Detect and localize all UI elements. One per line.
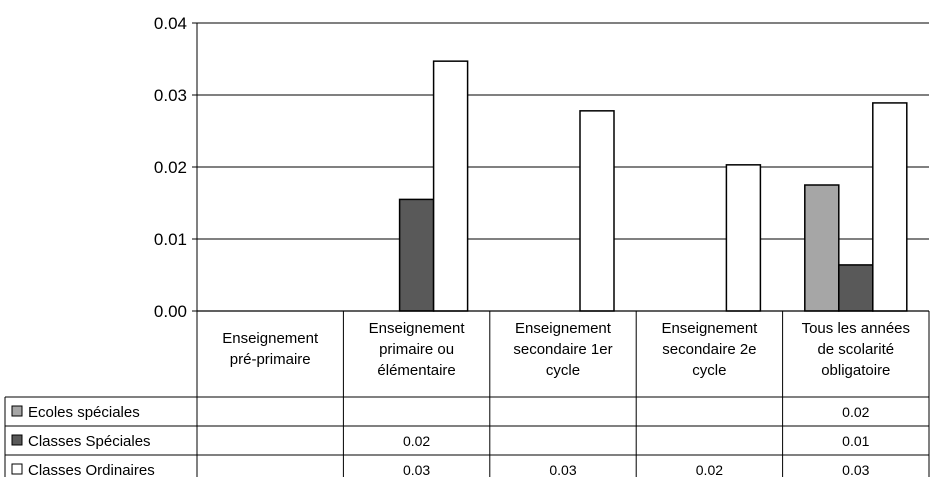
legend-label: Ecoles spéciales: [28, 404, 140, 421]
data-label: 0.03: [549, 462, 576, 477]
bar: [398, 198, 435, 312]
bar: [579, 110, 615, 312]
category-label: cycle: [692, 362, 726, 379]
category-label: secondaire 2e: [662, 341, 756, 358]
bar: [725, 164, 762, 312]
category-label: cycle: [546, 362, 580, 379]
legend-swatch: [11, 405, 23, 417]
category-label: primaire ou: [379, 341, 454, 358]
y-tick-label: 0.02: [154, 158, 187, 177]
legend-label: Classes Spéciales: [28, 433, 151, 450]
data-label: 0.03: [403, 462, 430, 477]
category-label: Enseignement: [222, 330, 319, 347]
y-tick-label: 0.04: [154, 14, 187, 33]
category-label: obligatoire: [821, 362, 890, 379]
category-label: élémentaire: [377, 362, 455, 379]
bar: [872, 102, 908, 312]
y-tick-label: 0.03: [154, 86, 187, 105]
legend-label: Classes Ordinaires: [28, 462, 155, 477]
data-label: 0.02: [842, 404, 869, 420]
category-label: Tous les années: [802, 320, 910, 337]
category-label: Enseignement: [515, 320, 612, 337]
data-label: 0.03: [842, 462, 869, 477]
legend-swatch: [11, 434, 23, 446]
data-label: 0.01: [842, 433, 869, 449]
y-tick-label: 0.01: [154, 230, 187, 249]
category-label: Enseignement: [369, 320, 466, 337]
category-label: de scolarité: [817, 341, 894, 358]
category-label: secondaire 1er: [513, 341, 612, 358]
bar: [838, 264, 874, 312]
data-label: 0.02: [696, 462, 723, 477]
bar: [432, 60, 469, 312]
legend-swatch: [11, 463, 23, 475]
bar: [804, 184, 840, 312]
category-label: Enseignement: [661, 320, 758, 337]
category-label: pré-primaire: [230, 351, 311, 368]
data-label: 0.02: [403, 433, 430, 449]
y-tick-label: 0.00: [154, 302, 187, 321]
